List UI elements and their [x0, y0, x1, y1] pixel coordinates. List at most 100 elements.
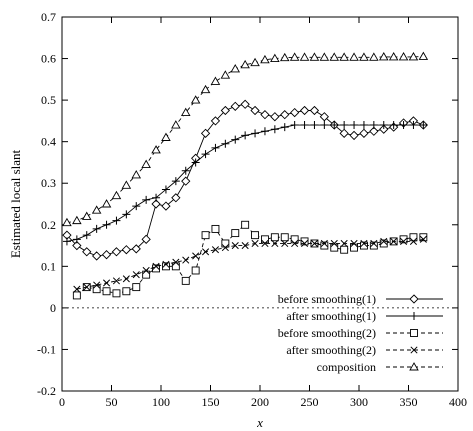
point-x [419, 235, 427, 243]
point-square [251, 231, 260, 240]
point-triangle [72, 215, 82, 225]
point-diamond [260, 110, 270, 120]
point-plus [82, 231, 91, 240]
point-plus [102, 220, 111, 229]
legend: before smoothing(1) after smoothing(1) bef… [278, 292, 443, 374]
point-x [291, 239, 299, 248]
point-diamond [121, 245, 131, 255]
point-plus [290, 121, 299, 130]
point-square [419, 233, 428, 242]
point-diamond [111, 247, 122, 257]
y-tick-label: -0.1 [37, 342, 56, 356]
point-diamond [319, 112, 329, 122]
series-1 [62, 99, 428, 261]
point-plus [270, 125, 279, 134]
point-triangle [220, 70, 231, 79]
y-tick-label: 0.7 [41, 10, 56, 24]
point-diamond [280, 110, 290, 120]
point-diamond [220, 105, 230, 116]
point-plus [251, 129, 260, 138]
point-x [231, 242, 239, 250]
point-x [350, 239, 358, 248]
point-square [112, 289, 121, 298]
point-plus [260, 127, 269, 136]
x-tick-label: 300 [350, 395, 368, 409]
point-plus [62, 237, 71, 246]
point-triangle [349, 52, 359, 61]
point-square [171, 262, 180, 271]
point-diamond [161, 201, 171, 211]
point-triangle [359, 52, 369, 61]
point-x [241, 242, 249, 250]
point-plus [350, 121, 359, 130]
point-square [181, 276, 190, 285]
point-plus [320, 121, 329, 130]
legend-marker-diamond [409, 294, 419, 304]
y-tick-label: 0.3 [41, 176, 56, 190]
point-x [281, 239, 289, 248]
point-plus [122, 210, 131, 219]
x-tick-label: 400 [449, 395, 467, 409]
point-x [102, 279, 111, 287]
point-plus [409, 121, 418, 130]
point-plus [310, 121, 319, 130]
point-diamond [240, 99, 250, 109]
point-triangle [329, 52, 340, 61]
point-plus [161, 185, 170, 194]
point-x [271, 239, 279, 248]
x-axis-label: x [256, 415, 263, 430]
point-diamond [141, 234, 151, 244]
point-x [330, 239, 338, 248]
point-square [290, 235, 299, 244]
point-square [399, 235, 408, 244]
point-triangle [151, 145, 161, 154]
point-triangle [240, 59, 250, 69]
point-plus [369, 121, 378, 130]
point-square [102, 287, 111, 296]
point-x [370, 239, 378, 248]
point-x [142, 266, 150, 275]
point-triangle [369, 52, 379, 61]
point-plus [152, 193, 161, 202]
point-square [122, 287, 131, 296]
point-square [191, 266, 200, 275]
point-x [399, 237, 408, 245]
y-tick-label: -0.2 [37, 384, 56, 398]
point-triangle [378, 51, 389, 61]
legend-marker-x [410, 346, 418, 354]
point-diamond [250, 105, 260, 116]
point-plus [241, 131, 250, 140]
series-line-diamond [66, 103, 424, 257]
point-triangle [180, 107, 191, 117]
legend-label: before smoothing(2) [278, 326, 376, 340]
y-tick-label: 0.2 [41, 218, 56, 232]
point-square [132, 283, 141, 292]
y-tick-label: 0 [50, 301, 56, 315]
point-triangle [230, 64, 241, 73]
point-triangle [270, 53, 280, 63]
point-diamond [151, 199, 161, 209]
point-x [300, 239, 309, 248]
x-tick-label: 250 [301, 395, 319, 409]
point-square [300, 237, 309, 246]
point-triangle [121, 180, 132, 189]
point-x [340, 239, 348, 248]
x-tick-label: 150 [202, 395, 220, 409]
point-x [122, 275, 130, 283]
legend-label: after smoothing(1) [286, 309, 376, 323]
point-plus [389, 121, 398, 130]
point-x [360, 239, 368, 248]
point-square [360, 241, 368, 250]
point-plus [280, 123, 289, 132]
point-diamond [309, 105, 320, 116]
x-tick-label: 350 [400, 395, 418, 409]
y-tick-label: 0.6 [41, 52, 56, 66]
point-square [369, 241, 378, 250]
point-plus [191, 158, 200, 167]
point-square [231, 229, 240, 238]
point-plus [181, 166, 190, 175]
point-diamond [339, 128, 349, 138]
point-plus [171, 177, 180, 186]
point-diamond [359, 128, 369, 138]
